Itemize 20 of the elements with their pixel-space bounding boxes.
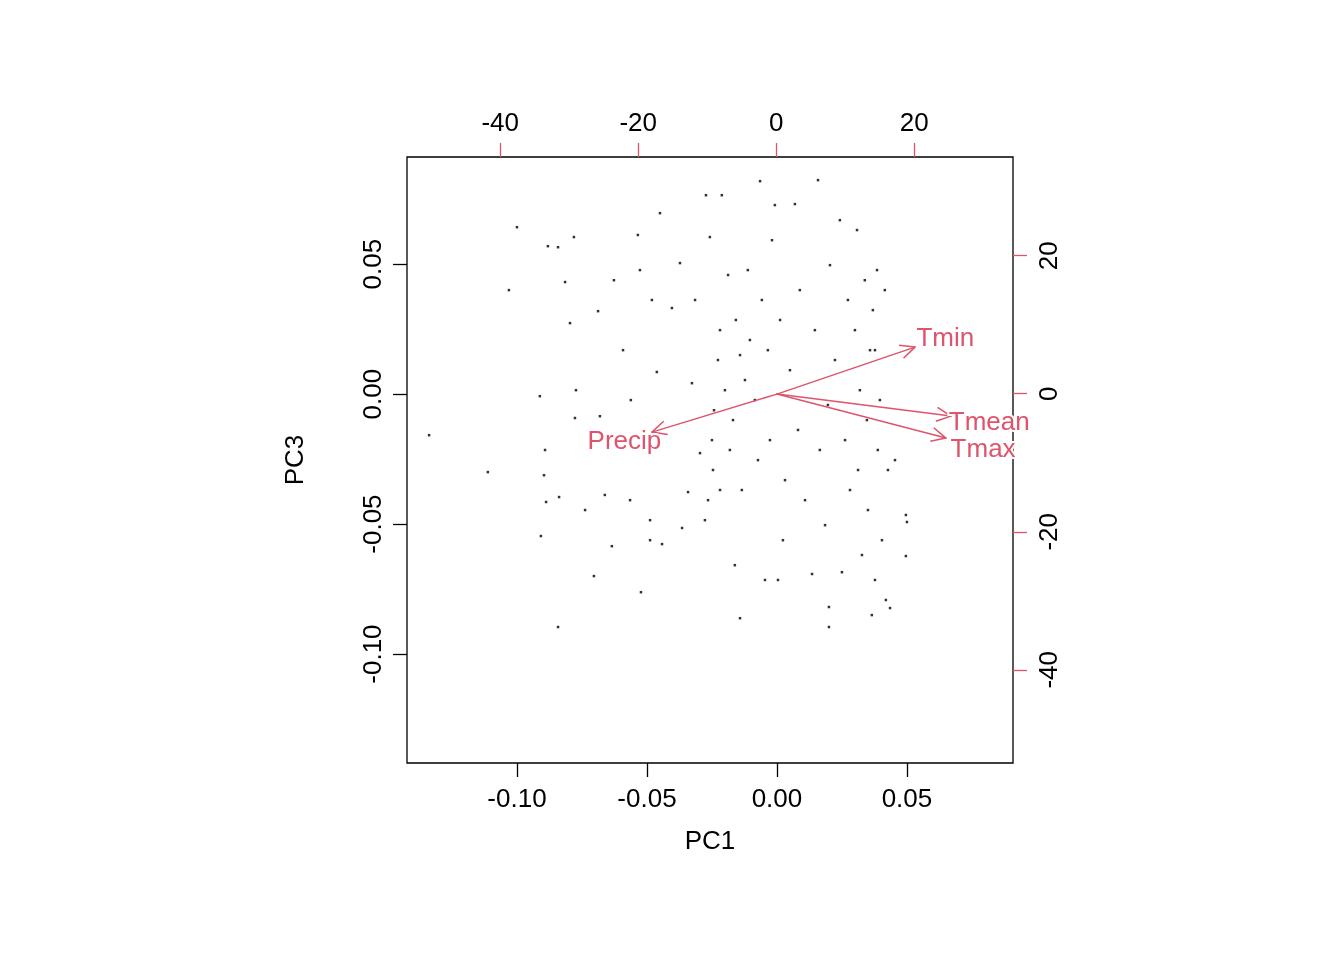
x2-tick-label: 20 [899,107,929,137]
y2-tick-label: 0 [1033,386,1063,401]
x-tick-label: -0.05 [617,783,677,813]
x-tick-label: 0.05 [881,783,933,813]
y2-tick-label: -40 [1033,651,1063,689]
annotation: Tmin [916,321,975,352]
x-tick-label: 0.00 [751,783,803,813]
y2-tick-label: -20 [1033,512,1063,551]
y-tick-label: -0.05 [357,494,387,554]
x-tick-label: -0.10 [487,783,547,813]
annotation: Precip [587,425,662,456]
x2-tick-label: -20 [619,107,658,137]
y-axis-title: PC3 [279,434,309,486]
y-tick-label: -0.10 [357,624,387,684]
y2-tick-label: 20 [1033,241,1063,271]
x2-tick-label: -40 [481,107,519,137]
y-tick-label: 0.05 [357,238,387,290]
x-axis-title: PC1 [684,825,736,855]
y-tick-label: 0.00 [357,368,387,420]
x2-tick-label: 0 [769,107,784,137]
